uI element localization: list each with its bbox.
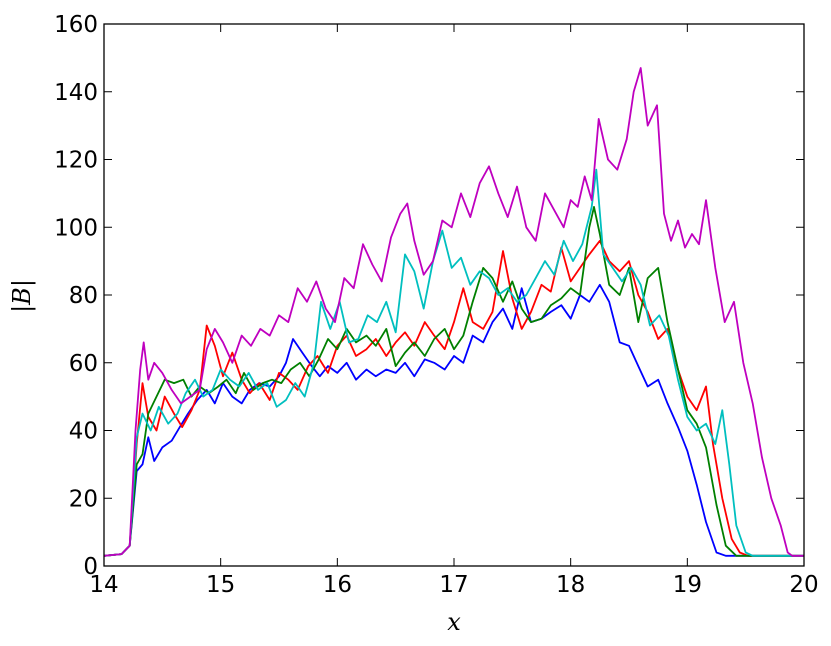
series-line-5: [103, 67, 804, 557]
x-axis-label: x: [447, 608, 461, 636]
y-tick-label: 60: [69, 351, 98, 377]
y-tick-label: 80: [69, 283, 98, 309]
x-tick-label: 20: [789, 572, 818, 598]
y-tick-label: 20: [69, 486, 98, 512]
x-tick-label: 15: [206, 572, 235, 598]
series-line-2: [103, 239, 804, 557]
y-axis-label: |B|: [8, 279, 37, 313]
series-line-4: [103, 168, 804, 557]
y-tick-label: 0: [83, 554, 98, 580]
y-tick-label: 100: [54, 215, 98, 241]
y-tick-label: 120: [54, 148, 98, 174]
x-tick-label: 18: [556, 572, 585, 598]
x-tick-label: 14: [89, 572, 118, 598]
y-tick-label: 40: [69, 419, 98, 445]
y-tick-label: 160: [54, 12, 98, 38]
series-layer: [103, 67, 804, 557]
x-tick-label: 17: [439, 572, 468, 598]
plot-area: [104, 24, 804, 566]
tick-layer: 14 15 16 17 18 19 20 0 20 40 60 80 100 120 140 160: [54, 12, 819, 598]
x-tick-label: 16: [323, 572, 352, 598]
x-tick-label: 19: [673, 572, 702, 598]
plot-frame: [103, 23, 805, 567]
series-line-3: [103, 206, 804, 557]
y-tick-label: 140: [54, 80, 98, 106]
